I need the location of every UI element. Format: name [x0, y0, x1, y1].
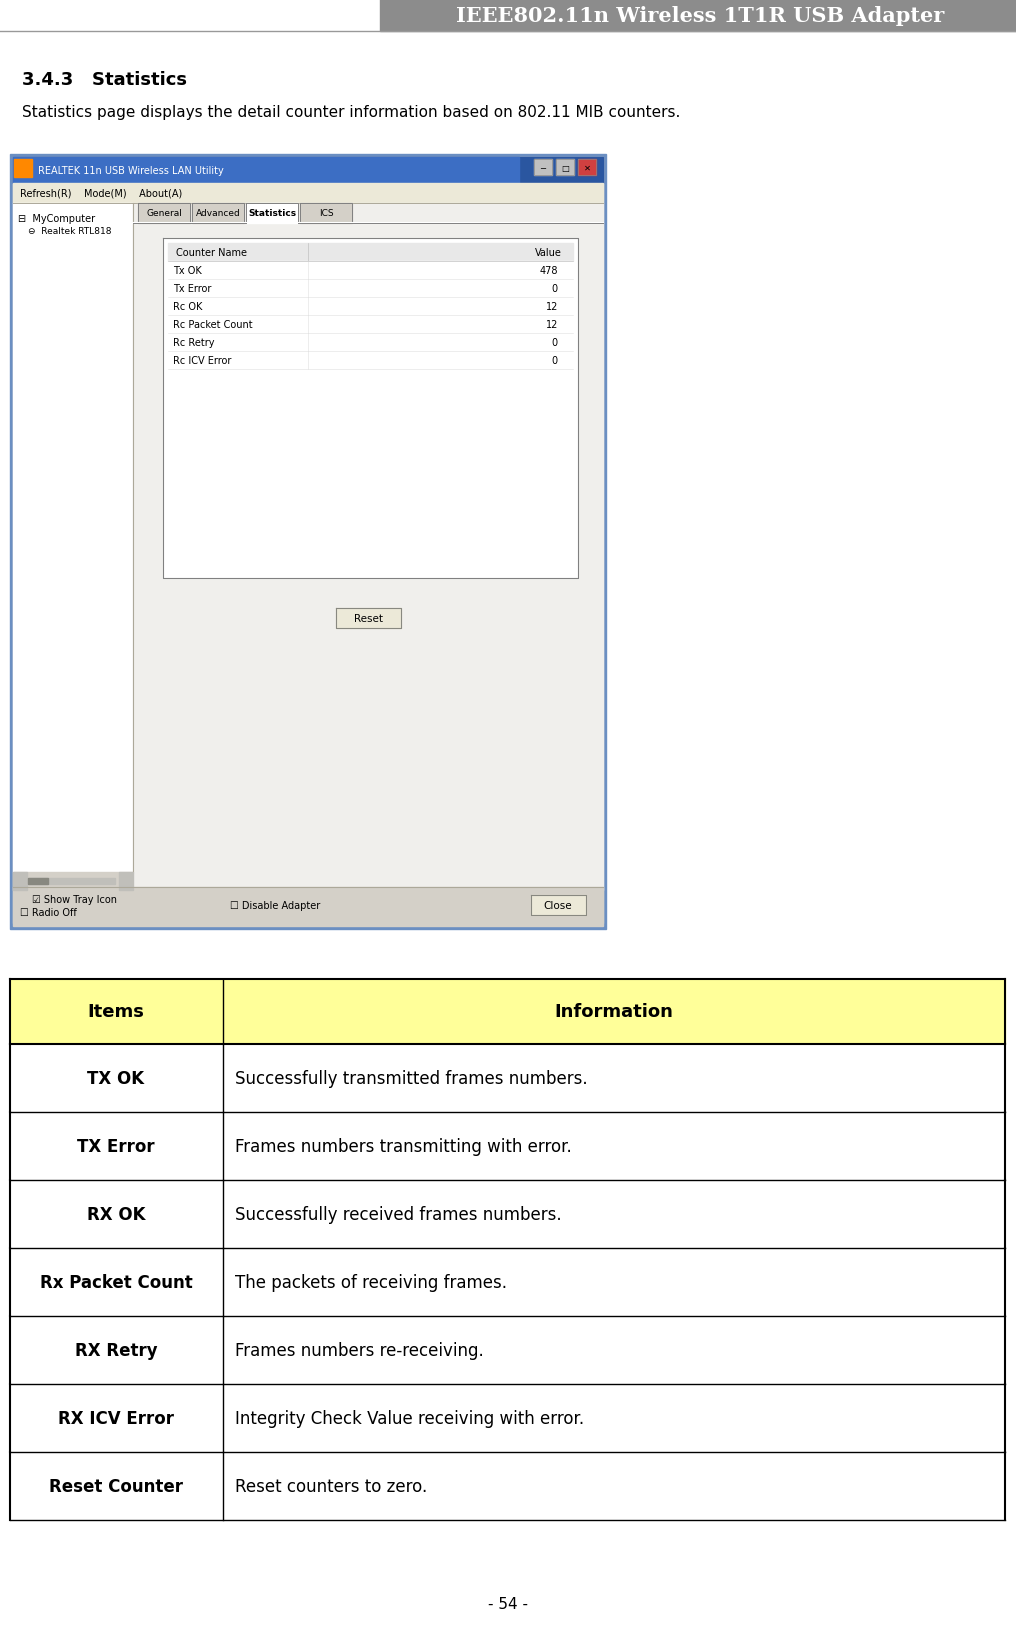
Text: - 54 -: - 54 - [488, 1596, 528, 1612]
Text: ─: ─ [541, 163, 546, 173]
Bar [138, 204, 190, 223]
Text: Counter Name: Counter Name [176, 248, 247, 258]
Text: The packets of receiving frames.: The packets of receiving frames. [235, 1273, 507, 1291]
Bar [168, 262, 573, 280]
Bar [14, 160, 31, 178]
Text: 0: 0 [552, 337, 558, 347]
Bar [10, 1045, 1005, 1112]
Bar [163, 240, 578, 579]
Text: Statistics: Statistics [248, 209, 296, 218]
Bar [28, 879, 115, 885]
Text: REALTEK 11n USB Wireless LAN Utility: REALTEK 11n USB Wireless LAN Utility [38, 166, 224, 176]
Bar [10, 1384, 1005, 1452]
Text: 12: 12 [546, 302, 558, 311]
Bar [0, 0, 380, 33]
Text: Reset Counter: Reset Counter [49, 1477, 183, 1495]
Text: Refresh(R)    Mode(M)    About(A): Refresh(R) Mode(M) About(A) [20, 189, 182, 199]
Bar [578, 160, 596, 176]
Text: RX ICV Error: RX ICV Error [58, 1410, 174, 1428]
Bar [13, 158, 604, 926]
Text: Reset: Reset [354, 613, 383, 624]
Text: ⊖  Realtek RTL818: ⊖ Realtek RTL818 [28, 227, 112, 236]
Text: Information: Information [555, 1002, 674, 1020]
Text: RX Retry: RX Retry [75, 1341, 157, 1359]
Bar [168, 244, 573, 262]
Bar [28, 879, 48, 885]
Text: Statistics page displays the detail counter information based on 802.11 MIB coun: Statistics page displays the detail coun… [22, 106, 681, 121]
Bar [10, 1112, 1005, 1180]
Text: TX Error: TX Error [77, 1138, 154, 1156]
Text: ☐ Radio Off: ☐ Radio Off [20, 908, 77, 918]
Bar [534, 160, 552, 176]
Text: 0: 0 [552, 355, 558, 365]
Bar [13, 872, 133, 890]
Bar [10, 1249, 1005, 1315]
Text: ✕: ✕ [583, 163, 590, 173]
Text: Close: Close [544, 900, 572, 911]
Bar [10, 1180, 1005, 1249]
Text: Successfully transmitted frames numbers.: Successfully transmitted frames numbers. [235, 1069, 587, 1087]
Text: Successfully received frames numbers.: Successfully received frames numbers. [235, 1205, 562, 1222]
Bar [556, 160, 574, 176]
Bar [300, 204, 352, 223]
Text: Tx OK: Tx OK [173, 266, 202, 275]
Text: IEEE802.11n Wireless 1T1R USB Adapter: IEEE802.11n Wireless 1T1R USB Adapter [456, 7, 944, 26]
Text: Items: Items [87, 1002, 144, 1020]
Bar [10, 155, 606, 929]
Bar [10, 1315, 1005, 1384]
Text: Reset counters to zero.: Reset counters to zero. [235, 1477, 428, 1495]
Text: 12: 12 [546, 319, 558, 329]
Bar [10, 980, 1005, 1045]
Text: ICS: ICS [319, 209, 333, 218]
Bar [380, 0, 1016, 33]
Text: Frames numbers re-receiving.: Frames numbers re-receiving. [235, 1341, 484, 1359]
Text: General: General [146, 209, 182, 218]
Text: Tx Error: Tx Error [173, 284, 211, 293]
Text: Rc Packet Count: Rc Packet Count [173, 319, 253, 329]
Bar [168, 298, 573, 316]
Bar [168, 316, 573, 334]
Text: ☑ Show Tray Icon: ☑ Show Tray Icon [31, 895, 117, 905]
Text: □: □ [561, 163, 569, 173]
Text: Rx Packet Count: Rx Packet Count [40, 1273, 192, 1291]
Text: ⊟  MyComputer: ⊟ MyComputer [18, 214, 96, 223]
Bar [192, 204, 244, 223]
Text: Rc ICV Error: Rc ICV Error [173, 355, 232, 365]
Text: Rc Retry: Rc Retry [173, 337, 214, 347]
Text: Rc OK: Rc OK [173, 302, 202, 311]
Bar [168, 352, 573, 370]
Bar [13, 184, 604, 204]
Bar [246, 204, 298, 223]
Bar [13, 158, 519, 184]
Text: 0: 0 [552, 284, 558, 293]
Text: 3.4.3   Statistics: 3.4.3 Statistics [22, 72, 187, 90]
Bar [133, 204, 604, 890]
Text: Advanced: Advanced [196, 209, 241, 218]
Bar [13, 872, 27, 890]
Text: Integrity Check Value receiving with error.: Integrity Check Value receiving with err… [235, 1410, 584, 1428]
Bar [13, 887, 604, 924]
Bar [531, 895, 586, 916]
Text: TX OK: TX OK [87, 1069, 144, 1087]
Bar [168, 280, 573, 298]
Bar [336, 608, 401, 629]
Text: RX OK: RX OK [86, 1205, 145, 1222]
Bar [119, 872, 133, 890]
Text: Frames numbers transmitting with error.: Frames numbers transmitting with error. [235, 1138, 572, 1156]
Bar [10, 1452, 1005, 1521]
Bar [13, 204, 133, 872]
Text: Value: Value [534, 248, 562, 258]
Text: 478: 478 [539, 266, 558, 275]
Bar [13, 158, 604, 184]
Text: ☐ Disable Adapter: ☐ Disable Adapter [230, 900, 320, 911]
Bar [168, 334, 573, 352]
